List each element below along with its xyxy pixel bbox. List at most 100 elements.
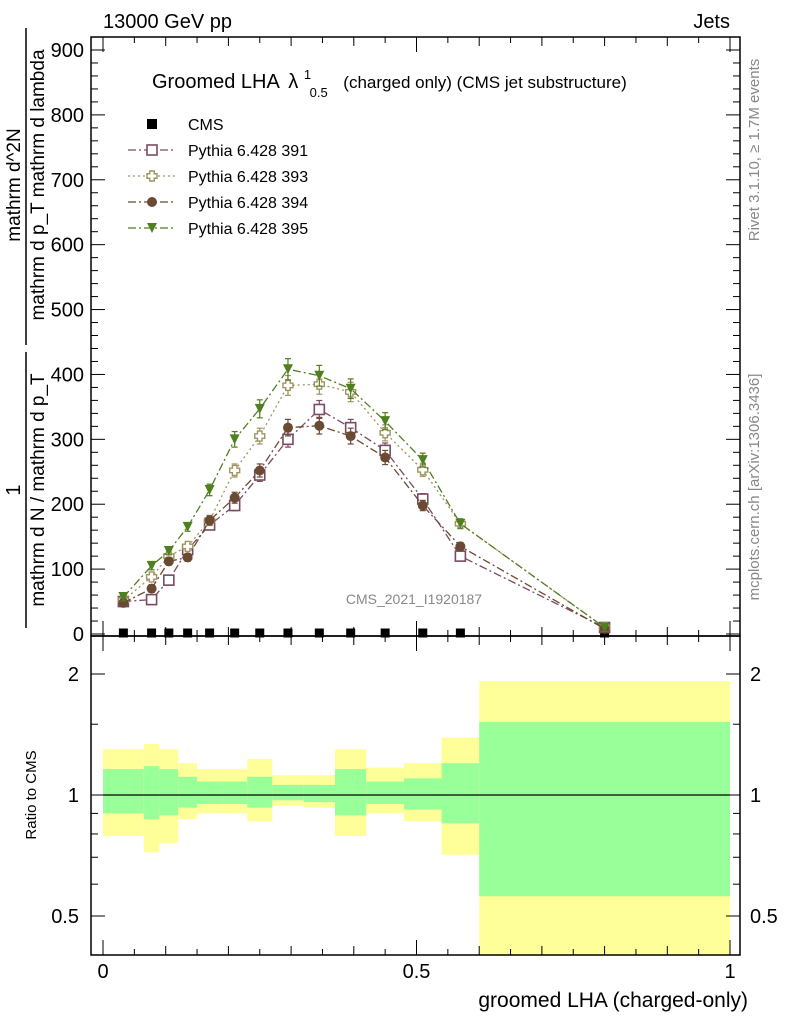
- marker-circle: [163, 556, 174, 567]
- marker-circle: [147, 197, 157, 207]
- marker-open-square: [146, 144, 158, 156]
- y-tick-label: 700: [51, 170, 84, 192]
- ratio-tick-label-right: 2: [750, 664, 761, 686]
- marker-square: [147, 119, 157, 129]
- marker-triangle-down: [455, 518, 466, 529]
- marker-triangle-down: [182, 521, 193, 532]
- header-right: Jets: [693, 11, 730, 33]
- ratio-tick-label-right: 1: [750, 785, 761, 807]
- ratio-band-inner: [366, 781, 404, 804]
- ratio-band-inner: [403, 778, 442, 810]
- marker-triangle-down: [229, 434, 240, 445]
- ratio-band-inner: [143, 766, 160, 820]
- marker-triangle-down: [118, 592, 129, 603]
- ratio-plot: 0 0.5 1 0.5 0.5 1 1 2 2: [51, 635, 778, 983]
- ylabel-frac-num: 1: [3, 484, 25, 495]
- y-tick-label: 300: [51, 429, 84, 451]
- marker-triangle-down: [204, 484, 215, 495]
- ratio-band-inner: [159, 769, 179, 816]
- marker-square: [346, 628, 356, 638]
- ratio-tick-label: 0.5: [51, 906, 79, 928]
- main-title: Groomed LHA λ 1 0.5 (charged only) (CMS …: [152, 62, 627, 102]
- marker-triangle-down: [254, 403, 265, 414]
- marker-open-square: [145, 593, 158, 606]
- marker-triangle-down: [417, 455, 428, 466]
- marker-open-square: [163, 574, 175, 586]
- legend-label: Pythia 6.428 395: [188, 221, 308, 238]
- y-tick-label: 0: [73, 624, 84, 646]
- ratio-band-inner: [222, 781, 248, 804]
- main-title-text: Groomed LHA: [152, 71, 280, 93]
- header-left: 13000 GeV pp: [103, 11, 232, 33]
- marker-open-cross: [379, 427, 391, 439]
- marker-triangle-down: [147, 223, 157, 233]
- marker-circle: [182, 552, 193, 563]
- y-tick-label: 400: [51, 364, 84, 386]
- marker-circle: [146, 583, 157, 594]
- marker-square: [380, 628, 390, 638]
- marker-circle: [204, 515, 215, 526]
- mcplots-label: mcplots.cern.ch [arXiv:1306.3436]: [746, 374, 763, 601]
- ratio-band-inner: [303, 784, 335, 803]
- marker-circle: [345, 431, 356, 442]
- marker-square: [283, 628, 293, 638]
- marker-triangle-down: [345, 383, 356, 394]
- marker-triangle-down: [163, 545, 174, 556]
- marker-circle: [380, 452, 391, 463]
- ylabel-rhs-num: mathrm d^2N: [4, 128, 25, 241]
- ratio-band-inner: [272, 784, 304, 801]
- ylabel-rhs-den: mathrm d p_T mathrm d lambda: [28, 49, 49, 320]
- ratio-band-inner: [441, 763, 480, 824]
- ratio-band-inner: [334, 769, 367, 816]
- ratio-tick-label-right: 0.5: [750, 906, 778, 928]
- y-tick-label: 500: [51, 300, 84, 322]
- marker-circle: [282, 422, 293, 433]
- marker-triangle-down: [282, 364, 293, 375]
- main-title-sub: 0.5: [310, 85, 328, 100]
- marker-circle: [229, 492, 240, 503]
- marker-open-cross: [181, 540, 194, 553]
- marker-triangle-down: [599, 622, 610, 633]
- marker-open-cross: [254, 430, 266, 442]
- marker-square: [183, 628, 193, 638]
- ratio-band-inner: [197, 781, 223, 804]
- rivet-label: Rivet 3.1.10, ≥ 1.7M events: [746, 59, 763, 242]
- marker-square: [164, 628, 174, 638]
- marker-open-square: [454, 550, 467, 562]
- marker-open-cross: [228, 464, 241, 477]
- marker-square: [147, 628, 157, 638]
- marker-square: [118, 628, 128, 638]
- main-title-lambda: λ: [288, 71, 298, 93]
- marker-open-cross: [146, 170, 158, 182]
- marker-triangle-down: [380, 416, 391, 427]
- x-tick-label: 0.5: [403, 961, 431, 983]
- ylabel-frac-den: mathrm d N / mathrm d p_T: [28, 373, 49, 607]
- upper-plot: 0 100 200 300 400 500 600 700 800 900: [51, 36, 741, 646]
- ratio-band-inner: [178, 776, 198, 808]
- legend-label: CMS: [188, 117, 224, 134]
- marker-square: [255, 628, 265, 638]
- series-line: [122, 383, 605, 629]
- marker-open-square: [313, 403, 326, 416]
- marker-circle: [417, 500, 428, 511]
- y-tick-label: 800: [51, 105, 84, 127]
- ratio-band-inner: [103, 769, 144, 814]
- marker-triangle-down: [146, 560, 157, 571]
- ratio-tick-label: 1: [68, 785, 79, 807]
- y-tick-label: 600: [51, 235, 84, 257]
- main-title-sup: 1: [304, 67, 311, 82]
- marker-open-cross: [282, 379, 294, 392]
- ratio-ylabel: Ratio to CMS: [23, 750, 40, 839]
- marker-square: [455, 628, 465, 638]
- marker-square: [230, 628, 240, 638]
- y-tick-label: 100: [51, 559, 84, 581]
- ratio-band-inner: [479, 721, 730, 897]
- y-tick-label: 900: [51, 40, 84, 62]
- x-tick-label: 1: [724, 961, 735, 983]
- ratio-band-inner: [247, 776, 273, 808]
- y-tick-label: 200: [51, 494, 84, 516]
- marker-triangle-down: [314, 370, 325, 381]
- analysis-watermark: CMS_2021_I1920187: [346, 591, 482, 607]
- x-axis-label: groomed LHA (charged-only): [478, 989, 748, 1012]
